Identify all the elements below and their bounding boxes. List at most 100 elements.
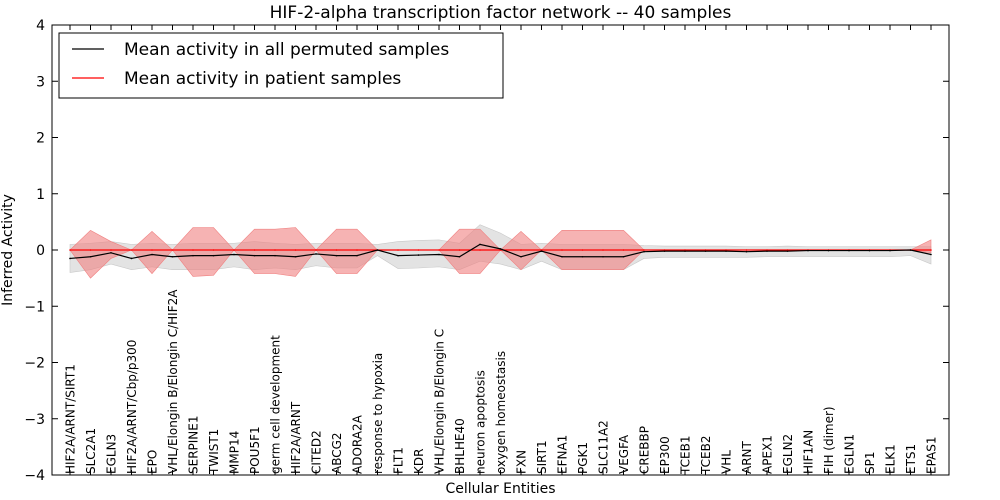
data-point-permuted xyxy=(438,253,440,256)
data-point-permuted xyxy=(643,250,645,253)
x-tick-label: EP300 xyxy=(658,436,672,474)
data-point-permuted xyxy=(807,249,809,252)
data-point-patient xyxy=(766,249,768,251)
x-tick-label: KDR xyxy=(412,449,426,474)
x-tick-label: VHL xyxy=(720,450,734,474)
data-point-patient xyxy=(89,249,92,251)
data-point-patient xyxy=(581,249,584,251)
data-point-patient xyxy=(335,249,338,251)
data-point-permuted xyxy=(930,253,932,256)
data-point-permuted xyxy=(69,257,71,260)
data-point-patient xyxy=(602,249,604,251)
data-point-permuted xyxy=(520,255,522,258)
data-point-permuted xyxy=(151,253,153,256)
data-point-patient xyxy=(397,249,399,251)
series-lines xyxy=(69,243,932,260)
data-point-patient xyxy=(643,249,645,251)
data-point-patient xyxy=(130,249,133,251)
data-point-permuted xyxy=(171,255,174,258)
x-tick-label: neuron apoptosis xyxy=(474,370,488,474)
x-tick-label: response to hypoxia xyxy=(371,353,385,474)
x-tick-label: EFNA1 xyxy=(556,435,570,474)
data-point-patient xyxy=(315,249,317,251)
x-tick-label: VHL/Elongin B/Elongin C/HIF2A xyxy=(166,289,180,474)
data-point-patient xyxy=(520,249,522,251)
data-point-permuted xyxy=(868,249,871,252)
x-tick-label: EGLN1 xyxy=(843,434,857,474)
x-tick-label: BHLHE40 xyxy=(453,418,467,474)
data-point-permuted xyxy=(909,249,912,251)
y-tick-label: 2 xyxy=(36,131,45,147)
x-tick-label: MMP14 xyxy=(228,431,242,474)
data-point-permuted xyxy=(889,249,891,252)
x-tick-label: HIF2A/ARNT/SIRT1 xyxy=(64,364,78,474)
data-point-patient xyxy=(192,249,194,251)
data-point-permuted xyxy=(766,250,768,252)
data-point-patient xyxy=(684,249,686,251)
x-tick-label: EGLN3 xyxy=(105,434,119,474)
data-point-permuted xyxy=(192,254,194,257)
data-point-permuted xyxy=(274,254,276,257)
x-tick-label: POU5F1 xyxy=(248,426,262,474)
x-tick-label: SLC11A2 xyxy=(597,420,611,474)
data-point-permuted xyxy=(212,254,215,257)
data-point-patient xyxy=(274,249,276,251)
data-point-permuted xyxy=(827,249,830,252)
chart-title: HIF-2-alpha transcription factor network… xyxy=(270,3,732,23)
data-point-patient xyxy=(212,249,215,251)
y-tick-label: −2 xyxy=(24,356,45,372)
data-point-permuted xyxy=(848,249,850,252)
x-tick-label: VHL/Elongin B/Elongin C xyxy=(433,329,447,474)
data-point-permuted xyxy=(233,253,235,256)
legend-box xyxy=(58,32,504,99)
data-point-patient xyxy=(417,249,420,251)
data-point-patient xyxy=(294,249,297,251)
x-tick-label: FLT1 xyxy=(392,447,406,474)
data-point-patient xyxy=(356,249,358,251)
x-tick-label: HIF2A/ARNT/Cbp/p300 xyxy=(125,340,139,474)
data-point-patient xyxy=(479,249,481,251)
x-tick-label: SLC2A1 xyxy=(84,428,98,474)
y-tick-label: −4 xyxy=(24,468,45,484)
y-tick-label: −3 xyxy=(24,412,45,428)
x-tick-label: SERPINE1 xyxy=(187,415,201,474)
data-point-permuted xyxy=(499,248,502,250)
data-point-permuted xyxy=(561,255,563,258)
data-point-patient xyxy=(540,249,543,251)
data-point-permuted xyxy=(376,249,379,251)
y-tick-label: 1 xyxy=(36,187,45,203)
y-axis-label: Inferred Activity xyxy=(0,194,16,306)
x-tick-label: FXN xyxy=(515,450,529,474)
data-point-permuted xyxy=(745,250,748,253)
data-point-permuted xyxy=(581,255,584,258)
data-point-permuted xyxy=(397,254,399,257)
data-point-permuted xyxy=(335,254,338,257)
data-point-permuted xyxy=(110,252,112,254)
data-point-permuted xyxy=(253,254,256,257)
x-tick-label: ABCG2 xyxy=(330,432,344,474)
legend: Mean activity in all permuted samples Me… xyxy=(58,32,504,99)
data-point-permuted xyxy=(684,250,686,252)
x-tick-label: ETS1 xyxy=(904,444,918,474)
x-tick-label: SP1 xyxy=(863,452,877,475)
data-point-patient xyxy=(458,249,461,251)
data-point-permuted xyxy=(786,250,789,252)
x-tick-label: EGLN2 xyxy=(781,434,795,474)
x-tick-label: VEGFA xyxy=(617,434,631,474)
x-axis: HIF2A/ARNT/SIRT1 SLC2A1 EGLN3 HIF2A/ARNT/Cb… xyxy=(64,25,939,475)
data-point-permuted xyxy=(417,254,420,256)
data-point-patient xyxy=(171,249,174,251)
x-tick-label: CREBBP xyxy=(638,426,652,474)
y-tick-label: 4 xyxy=(36,18,45,34)
x-tick-label: EPAS1 xyxy=(925,436,939,474)
data-point-permuted xyxy=(315,253,317,255)
data-point-permuted xyxy=(294,255,297,258)
data-point-permuted xyxy=(89,255,92,258)
x-tick-label: ARNT xyxy=(740,440,754,474)
x-tick-label: ADORA2A xyxy=(351,414,365,474)
x-tick-label: FIH (dimer) xyxy=(822,406,836,474)
data-point-patient xyxy=(233,249,235,251)
data-point-patient xyxy=(69,249,71,251)
legend-label-permuted: Mean activity in all permuted samples xyxy=(124,40,449,60)
